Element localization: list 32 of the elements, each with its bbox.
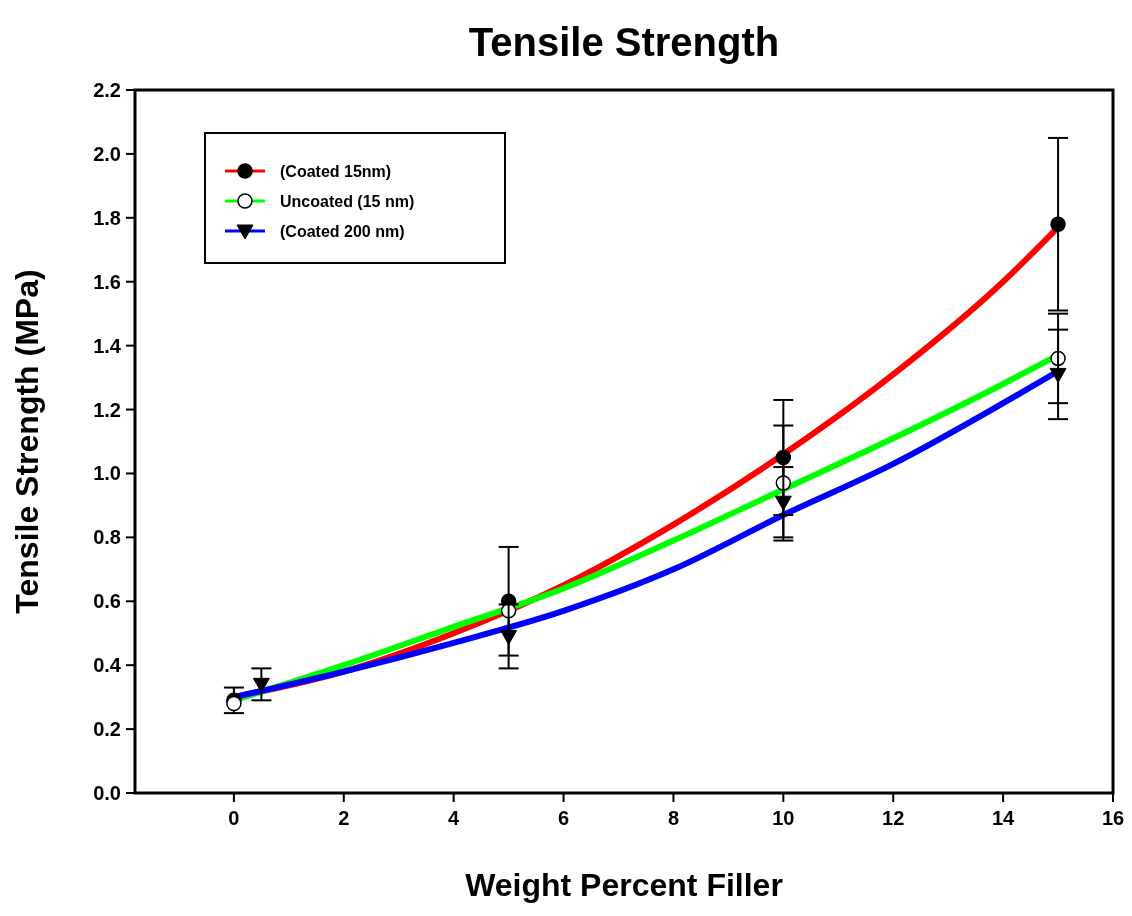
x-tick-label: 16 xyxy=(1101,807,1125,829)
y-axis-title: Tensile Strength (MPa) xyxy=(9,269,45,614)
y-tick-label: 2.0 xyxy=(93,142,121,165)
x-axis-title: Weight Percent Filler xyxy=(465,867,783,903)
y-tick-label: 1.6 xyxy=(93,270,121,293)
x-tick-label: 6 xyxy=(558,807,570,829)
legend-label: Uncoated (15 nm) xyxy=(280,193,415,210)
x-tick-label: 14 xyxy=(991,807,1016,829)
legend-label: (Coated 15nm) xyxy=(280,163,392,180)
y-tick-label: 1.0 xyxy=(93,462,121,485)
point xyxy=(252,677,270,693)
x-tick-label: 10 xyxy=(772,807,795,829)
x-tick-label: 2 xyxy=(338,807,350,829)
y-tick-label: 0.6 xyxy=(93,590,121,613)
point xyxy=(774,495,792,511)
y-tick-label: 2.2 xyxy=(93,79,121,101)
legend-label: (Coated 200 nm) xyxy=(280,223,405,240)
y-tick-label: 1.4 xyxy=(93,334,122,357)
y-tick-label: 0.2 xyxy=(93,718,121,741)
x-tick-label: 0 xyxy=(228,807,240,829)
y-tick-label: 1.8 xyxy=(93,206,121,229)
y-tick-label: 0.8 xyxy=(93,526,121,549)
y-tick-label: 1.2 xyxy=(93,398,121,421)
point xyxy=(500,629,518,645)
point xyxy=(1049,367,1067,383)
x-tick-label: 4 xyxy=(448,807,461,829)
chart-title: Tensile Strength xyxy=(468,20,780,64)
y-tick-label: 0.4 xyxy=(93,654,122,677)
point xyxy=(1050,216,1066,232)
x-tick-label: 12 xyxy=(882,807,905,829)
y-tick-label: 0.0 xyxy=(93,782,121,804)
x-tick-label: 8 xyxy=(667,807,680,829)
